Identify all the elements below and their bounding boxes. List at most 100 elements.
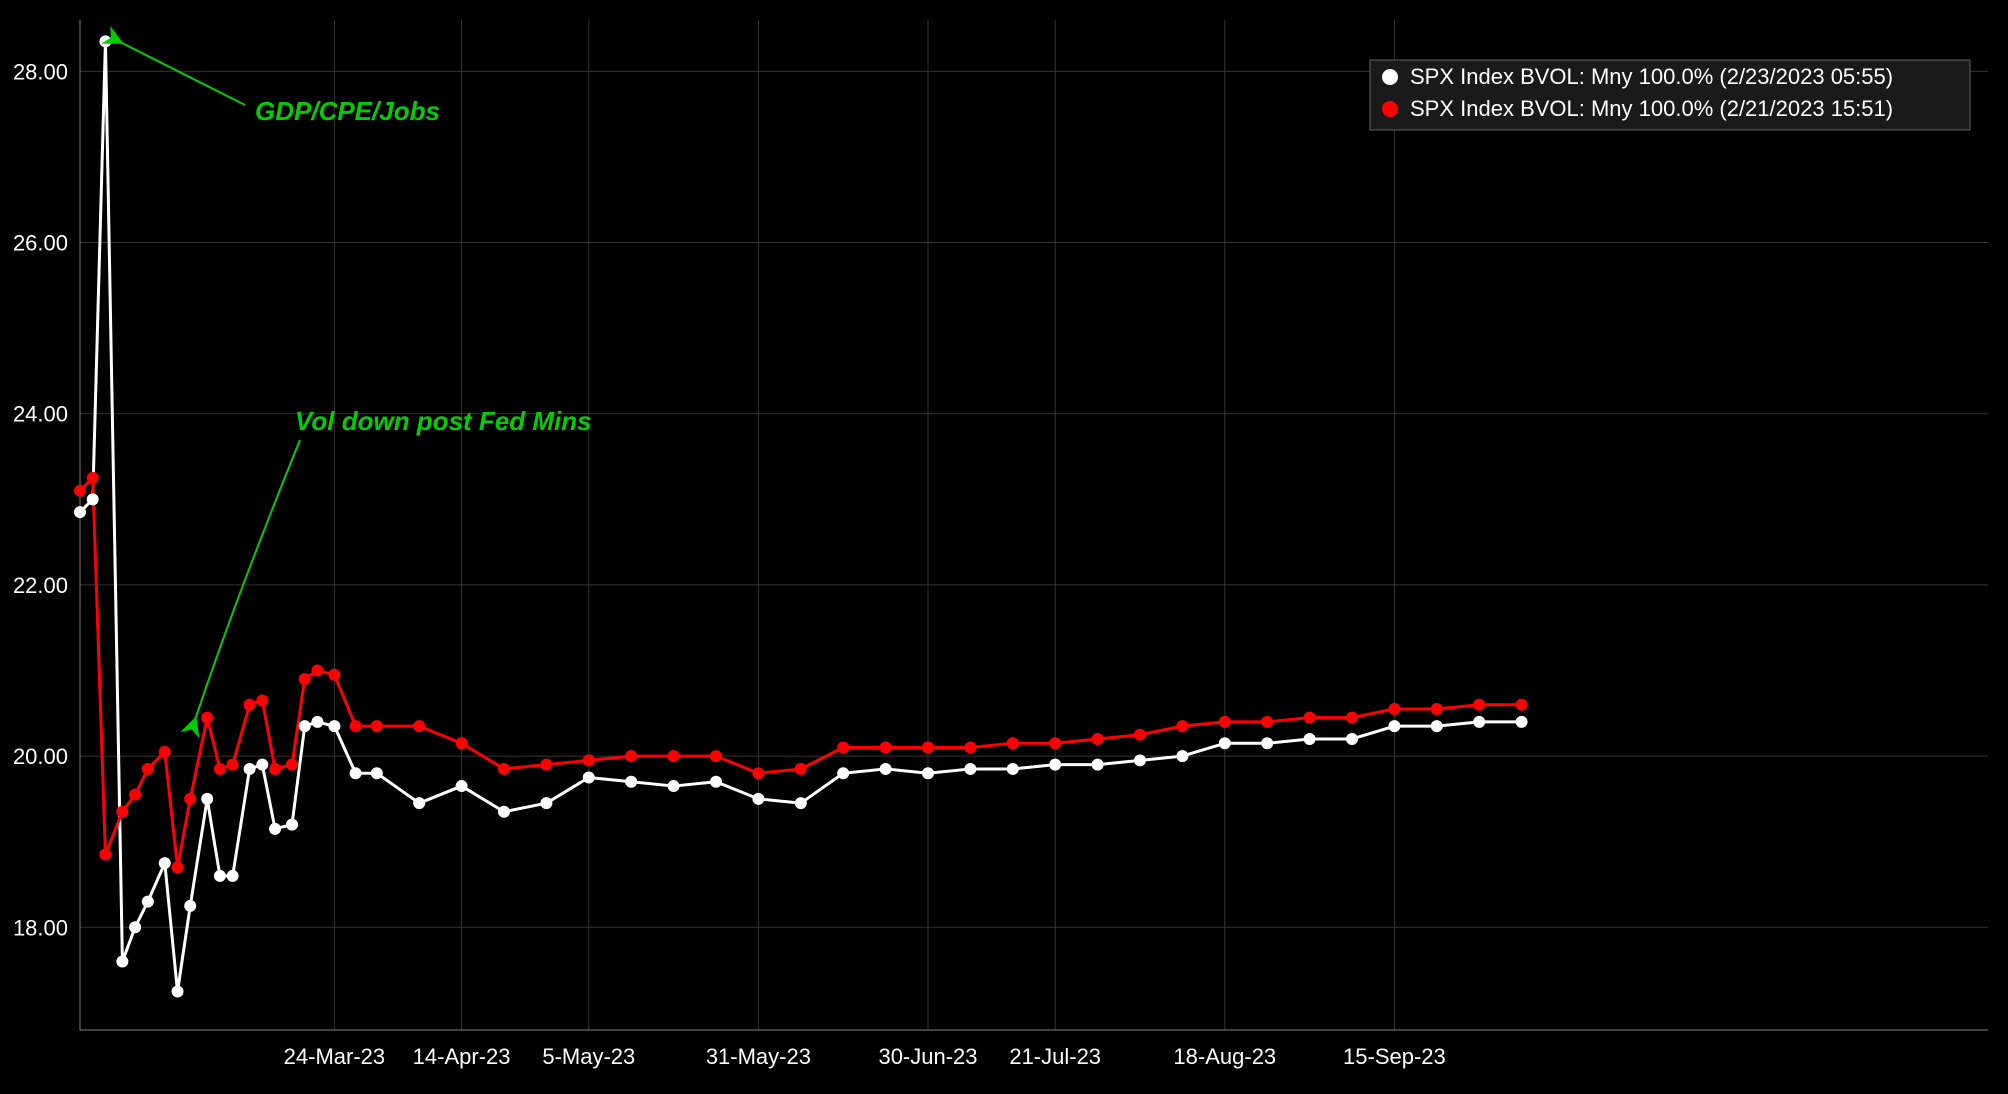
series-red-marker xyxy=(1304,712,1316,724)
series-white-marker xyxy=(1516,716,1528,728)
series-white-marker xyxy=(752,793,764,805)
x-tick-label: 18-Aug-23 xyxy=(1173,1044,1276,1069)
series-red-marker xyxy=(328,669,340,681)
series-white-marker xyxy=(214,870,226,882)
legend-label: SPX Index BVOL: Mny 100.0% (2/21/2023 15… xyxy=(1410,96,1893,121)
series-white-marker xyxy=(880,763,892,775)
series-red-marker xyxy=(1049,737,1061,749)
series-red-marker xyxy=(1346,712,1358,724)
series-red-marker xyxy=(74,485,86,497)
series-red-marker xyxy=(214,763,226,775)
series-red-marker xyxy=(837,742,849,754)
series-white-marker xyxy=(172,985,184,997)
series-red-marker xyxy=(795,763,807,775)
legend-marker xyxy=(1382,101,1398,117)
series-white-marker xyxy=(299,720,311,732)
series-white-marker xyxy=(1431,720,1443,732)
y-tick-label: 18.00 xyxy=(13,915,68,940)
x-tick-label: 21-Jul-23 xyxy=(1009,1044,1101,1069)
series-red-marker xyxy=(159,746,171,758)
series-red-marker xyxy=(269,763,281,775)
series-red-marker xyxy=(413,720,425,732)
series-white-marker xyxy=(269,823,281,835)
x-tick-label: 15-Sep-23 xyxy=(1343,1044,1446,1069)
series-red-marker xyxy=(1431,703,1443,715)
series-white-marker xyxy=(456,780,468,792)
series-red-marker xyxy=(184,793,196,805)
series-white-marker xyxy=(350,767,362,779)
series-red-marker xyxy=(456,737,468,749)
series-red-marker xyxy=(964,742,976,754)
series-red-marker xyxy=(172,861,184,873)
legend-label: SPX Index BVOL: Mny 100.0% (2/23/2023 05… xyxy=(1410,64,1893,89)
series-white-marker xyxy=(328,720,340,732)
series-red-marker xyxy=(87,472,99,484)
series-red-marker xyxy=(1473,699,1485,711)
x-tick-label: 24-Mar-23 xyxy=(284,1044,385,1069)
series-white-marker xyxy=(116,956,128,968)
series-red-marker xyxy=(371,720,383,732)
series-red-marker xyxy=(1219,716,1231,728)
vol-term-structure-chart: 18.0020.0022.0024.0026.0028.0024-Mar-231… xyxy=(0,0,2008,1094)
series-white-marker xyxy=(540,797,552,809)
x-tick-label: 5-May-23 xyxy=(542,1044,635,1069)
series-white-marker xyxy=(159,857,171,869)
series-white-marker xyxy=(625,776,637,788)
series-white-marker xyxy=(668,780,680,792)
series-white-marker xyxy=(129,921,141,933)
series-red-marker xyxy=(1007,737,1019,749)
series-white-marker xyxy=(227,870,239,882)
series-red-marker xyxy=(256,694,268,706)
series-red-marker xyxy=(498,763,510,775)
series-white-marker xyxy=(1473,716,1485,728)
series-white-marker xyxy=(201,793,213,805)
series-red-marker xyxy=(129,789,141,801)
series-red-marker xyxy=(668,750,680,762)
series-red-marker xyxy=(1092,733,1104,745)
series-red-marker xyxy=(99,849,111,861)
series-white-marker xyxy=(286,819,298,831)
series-red-marker xyxy=(710,750,722,762)
y-tick-label: 28.00 xyxy=(13,59,68,84)
series-red-marker xyxy=(116,806,128,818)
series-white-marker xyxy=(1219,737,1231,749)
series-white-marker xyxy=(413,797,425,809)
series-red-marker xyxy=(311,665,323,677)
series-white-marker xyxy=(1346,733,1358,745)
series-white-marker xyxy=(1388,720,1400,732)
series-red-marker xyxy=(625,750,637,762)
series-red-marker xyxy=(1516,699,1528,711)
series-white-marker xyxy=(1176,750,1188,762)
series-red-marker xyxy=(201,712,213,724)
series-red-marker xyxy=(922,742,934,754)
series-red-marker xyxy=(880,742,892,754)
series-red-marker xyxy=(227,759,239,771)
series-white-marker xyxy=(583,772,595,784)
x-tick-label: 31-May-23 xyxy=(706,1044,811,1069)
series-white-marker xyxy=(311,716,323,728)
series-red-marker xyxy=(1176,720,1188,732)
series-red-marker xyxy=(286,759,298,771)
series-red-marker xyxy=(299,673,311,685)
series-white-marker xyxy=(964,763,976,775)
x-tick-label: 14-Apr-23 xyxy=(413,1044,511,1069)
series-white-marker xyxy=(837,767,849,779)
series-red-marker xyxy=(1388,703,1400,715)
series-white-marker xyxy=(371,767,383,779)
series-white-marker xyxy=(74,506,86,518)
annotation-gdp-cpe-jobs-label: GDP/CPE/Jobs xyxy=(255,96,440,126)
series-red-marker xyxy=(142,763,154,775)
y-tick-label: 26.00 xyxy=(13,231,68,256)
series-red-marker xyxy=(350,720,362,732)
series-white-marker xyxy=(87,493,99,505)
series-white-marker xyxy=(710,776,722,788)
y-tick-label: 20.00 xyxy=(13,744,68,769)
y-tick-label: 22.00 xyxy=(13,573,68,598)
series-white-marker xyxy=(1304,733,1316,745)
series-red-marker xyxy=(752,767,764,779)
series-white-marker xyxy=(922,767,934,779)
series-white-marker xyxy=(142,896,154,908)
series-white-marker xyxy=(1092,759,1104,771)
series-red-marker xyxy=(583,754,595,766)
annotation-vol-down-label: Vol down post Fed Mins xyxy=(295,406,592,436)
